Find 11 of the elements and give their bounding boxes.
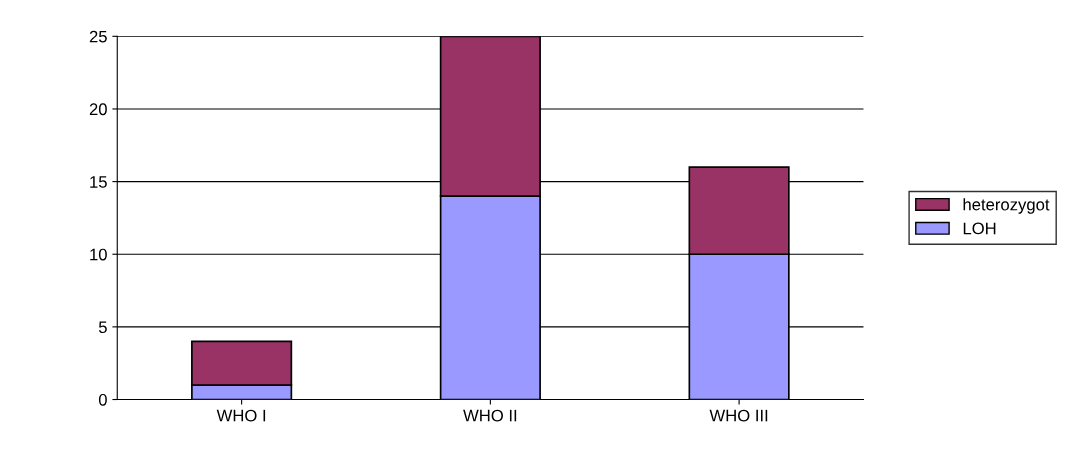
x-tick-label: WHO II — [463, 409, 517, 422]
x-tick-label: WHO I — [216, 409, 266, 422]
y-tick-label: 25 — [89, 30, 107, 43]
y-tick-label: 20 — [89, 103, 107, 116]
y-tick-label: 15 — [90, 176, 107, 188]
legend-label: LOH — [963, 222, 996, 235]
y-tick-label: 5 — [98, 321, 107, 334]
y-tick-label: 10 — [90, 248, 107, 261]
y-tick-label: 0 — [98, 393, 107, 406]
x-tick-label: WHO III — [709, 409, 768, 422]
legend-label: heterozygot — [963, 198, 1050, 214]
